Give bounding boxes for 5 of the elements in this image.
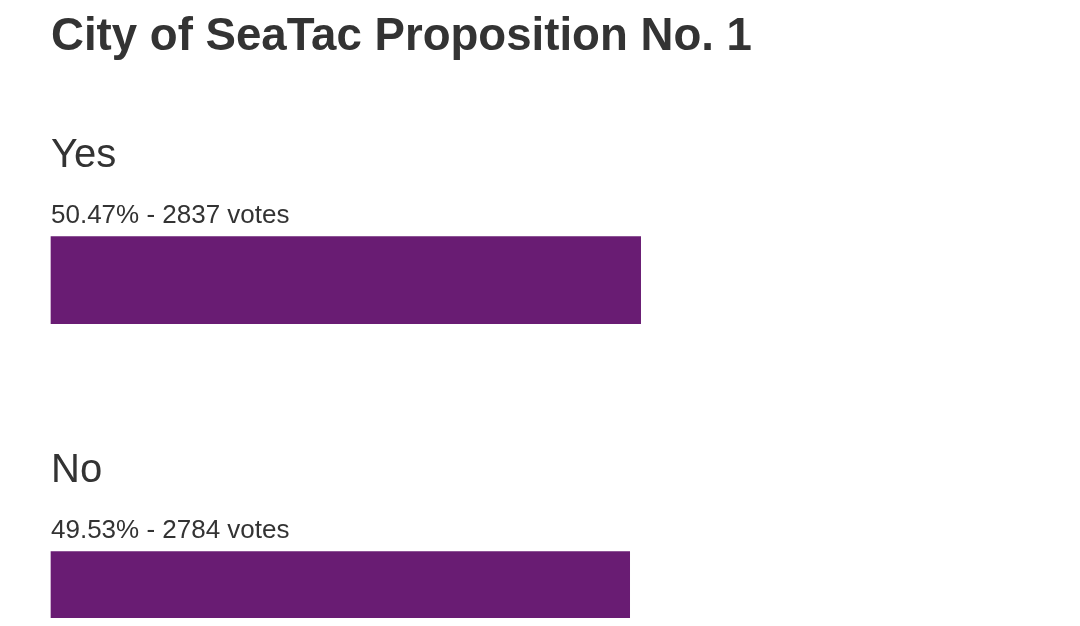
chart-title: City of SeaTac Proposition No. 1 [51,9,752,61]
y-tick-label: No [51,445,103,490]
data-label: 49.53% - 2784 votes [51,513,290,544]
y-tick-label: Yes [51,130,117,175]
data-label: 50.47% - 2837 votes [51,198,290,229]
